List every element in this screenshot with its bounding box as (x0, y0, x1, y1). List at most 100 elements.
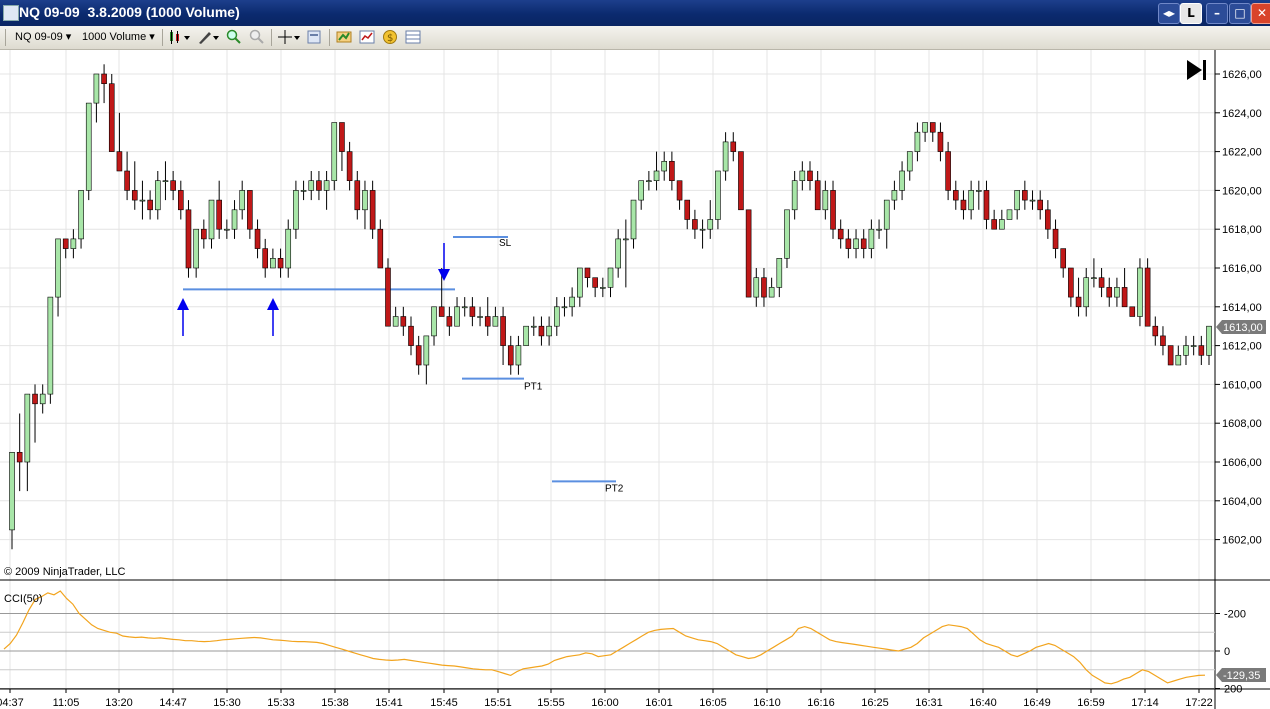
candle-body (131, 190, 138, 201)
candle-body (1022, 190, 1028, 201)
candle-body (124, 170, 130, 191)
cci-line (3, 590, 1206, 685)
candle-body (208, 199, 215, 240)
candle-body (1167, 345, 1174, 366)
instrument-dropdown[interactable]: NQ 09-09 ▾ (15, 29, 71, 45)
price-tick-label: 1606,00 (1222, 457, 1262, 469)
time-tick-label: 15:45 (430, 697, 458, 709)
properties-icon[interactable] (306, 29, 322, 45)
candle-body (1075, 296, 1082, 308)
price-tick-label: 1604,00 (1222, 496, 1262, 508)
candle-body (937, 131, 944, 152)
zoom-out-icon[interactable] (249, 29, 265, 45)
candle-body (1137, 267, 1143, 317)
candle-body (154, 180, 161, 211)
candle-body (400, 316, 407, 327)
candle-body (945, 151, 951, 191)
candle-body (16, 451, 23, 463)
candle-body (346, 151, 353, 181)
candle-body (853, 238, 859, 249)
candle-body (715, 170, 721, 220)
candle-body (1083, 277, 1090, 308)
candle-body (85, 102, 92, 191)
candle-body (1152, 325, 1159, 337)
last-price-label: 1613,00 (1223, 322, 1263, 334)
cci-label: CCI(50) (4, 593, 43, 605)
candle-body (438, 306, 445, 317)
candle-body (39, 393, 46, 405)
candle-body (569, 296, 575, 308)
candle-body (185, 209, 192, 269)
candle-body (530, 325, 537, 328)
toolbar-separator (271, 29, 272, 46)
candle-body (55, 238, 61, 298)
candle-body (799, 170, 806, 181)
data-box-icon[interactable] (405, 29, 421, 45)
price-tick-label: 1624,00 (1222, 108, 1262, 120)
candle-body (1006, 209, 1013, 220)
candle-body (70, 238, 77, 249)
time-tick-label: 16:59 (1077, 697, 1105, 709)
scroll-arrows-button[interactable]: ◂▸ (1158, 3, 1180, 24)
candle-body (899, 170, 905, 191)
candle-body (523, 325, 529, 346)
price-tick-label: 1602,00 (1222, 535, 1262, 547)
candle-body (377, 228, 384, 269)
candle-body (991, 219, 997, 230)
candle-body (600, 287, 606, 289)
candle-body (1160, 335, 1166, 346)
candle-body (830, 190, 836, 230)
price-axis: 1626,00 1624,00 1622,00 1620,00 1618,00 1616,… (1215, 69, 1262, 547)
candle-body (968, 190, 974, 211)
cci-last-value-label: -129,35 (1223, 670, 1260, 682)
time-tick-label: 16:01 (645, 697, 673, 709)
candle-body (247, 190, 253, 230)
link-button[interactable]: L (1180, 3, 1202, 24)
candlestick-style-button[interactable] (168, 29, 192, 45)
strategies-icon[interactable] (336, 29, 352, 45)
candle-body (837, 228, 844, 240)
period-dropdown[interactable]: 1000 Volume ▾ (82, 29, 155, 45)
candle-body (285, 228, 292, 269)
candle-body (339, 122, 345, 152)
indicators-icon[interactable] (359, 29, 375, 45)
candle-body (32, 393, 38, 405)
candle-body (108, 83, 115, 152)
candle-body (101, 73, 107, 84)
minimize-button[interactable]: – (1206, 3, 1228, 24)
crosshair-icon[interactable] (277, 29, 301, 45)
candle-body (507, 345, 514, 366)
candle-body (983, 190, 990, 220)
close-button[interactable]: ✕ (1251, 3, 1270, 24)
cci-tick-label: -200 (1224, 609, 1246, 621)
toolbar-separator (162, 29, 163, 46)
candle-body (653, 170, 660, 181)
price-tick-label: 1620,00 (1222, 185, 1262, 197)
svg-text:$: $ (387, 33, 393, 44)
candle-body (224, 228, 230, 231)
candle-body (1106, 287, 1113, 298)
time-tick-label: 16:16 (807, 697, 835, 709)
zoom-in-icon[interactable] (226, 29, 242, 45)
candle-body (692, 219, 698, 230)
copyright-label: © 2009 NinjaTrader, LLC (4, 566, 125, 578)
time-tick-label: 16:25 (861, 697, 889, 709)
currency-icon[interactable]: $ (382, 29, 398, 45)
candle-body (776, 258, 783, 288)
scroll-to-end-icon[interactable] (1187, 60, 1206, 80)
maximize-button[interactable]: □ (1229, 3, 1251, 24)
candle-body (331, 122, 338, 182)
toolbar: NQ 09-09 ▾ 1000 Volume ▾ $ (0, 26, 1270, 50)
candle-body (814, 180, 821, 211)
price-tick-label: 1618,00 (1222, 224, 1262, 236)
price-tick-label: 1610,00 (1222, 379, 1262, 391)
candle-body (446, 316, 453, 327)
candle-body (753, 277, 760, 298)
drawing-tool-button[interactable] (196, 29, 220, 45)
candle-body (906, 151, 913, 172)
candle-body (722, 141, 729, 172)
chart-area[interactable]: SL PT1 PT2 1626,00 1624,00 1622,00 1620,00 161… (0, 50, 1270, 709)
stop-loss-label: SL (499, 238, 512, 249)
cci-last-value-marker: -129,35 (1216, 668, 1266, 682)
candle-body (354, 180, 361, 211)
